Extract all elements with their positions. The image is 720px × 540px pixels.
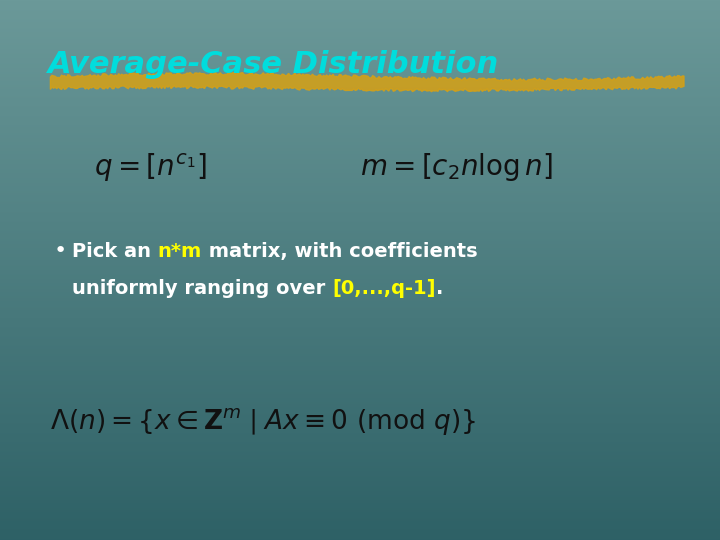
Text: Average-Case Distribution: Average-Case Distribution (48, 50, 499, 79)
Polygon shape (50, 72, 684, 92)
Text: •: • (54, 241, 67, 261)
Text: uniformly ranging over: uniformly ranging over (72, 279, 332, 299)
Text: .: . (436, 279, 443, 299)
Text: n*m: n*m (158, 241, 202, 261)
Text: matrix, with coefficients: matrix, with coefficients (202, 241, 477, 261)
Text: $m = \left[ c_2 n \log n \right]$: $m = \left[ c_2 n \log n \right]$ (360, 151, 553, 184)
Text: [0,...,q-1]: [0,...,q-1] (332, 279, 436, 299)
Text: $\Lambda(n) = \left\{ x \in \mathbf{Z}^m \mid Ax \equiv 0\ (\mathrm{mod}\ q) \ri: $\Lambda(n) = \left\{ x \in \mathbf{Z}^m… (50, 406, 477, 437)
Text: Pick an: Pick an (72, 241, 158, 261)
Text: $q = \left[ n^{c_1} \right]$: $q = \left[ n^{c_1} \right]$ (94, 151, 206, 184)
